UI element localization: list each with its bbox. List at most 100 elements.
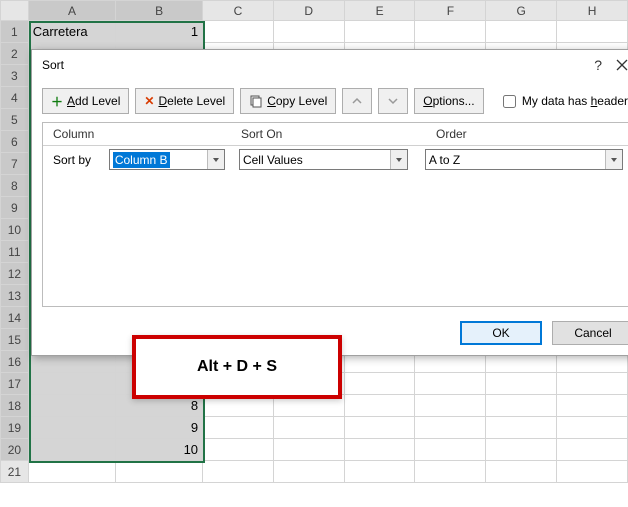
row-header-3[interactable]: 3 [1, 65, 29, 87]
cancel-button[interactable]: Cancel [552, 321, 628, 345]
plus-icon: ＋ [51, 93, 63, 110]
sort-grid-frame: Column Sort On Order Sort by Column B Ce… [42, 122, 628, 307]
row-header-1[interactable]: 1 [1, 21, 29, 43]
cell-H18[interactable] [557, 395, 628, 417]
cell-F21[interactable] [415, 461, 486, 483]
sorton-combo[interactable]: Cell Values [239, 149, 408, 170]
cell-A17[interactable] [28, 373, 116, 395]
row-header-7[interactable]: 7 [1, 153, 29, 175]
ok-button[interactable]: OK [460, 321, 542, 345]
delete-level-label: Delete Level [158, 94, 225, 108]
select-all-corner[interactable] [1, 1, 29, 21]
chevron-down-icon [207, 150, 224, 169]
cell-E1[interactable] [344, 21, 415, 43]
cell-H21[interactable] [557, 461, 628, 483]
header-order: Order [436, 127, 623, 141]
sort-grid-body: Sort by Column B Cell Values A to Z [43, 146, 628, 306]
row-header-4[interactable]: 4 [1, 87, 29, 109]
cell-G18[interactable] [486, 395, 557, 417]
row-header-12[interactable]: 12 [1, 263, 29, 285]
row-header-6[interactable]: 6 [1, 131, 29, 153]
row-header-20[interactable]: 20 [1, 439, 29, 461]
col-header-E[interactable]: E [344, 1, 415, 21]
cell-E20[interactable] [344, 439, 415, 461]
cell-F1[interactable] [415, 21, 486, 43]
cell-A18[interactable] [28, 395, 116, 417]
cell-B20[interactable]: 10 [116, 439, 203, 461]
row-header-13[interactable]: 13 [1, 285, 29, 307]
cell-G1[interactable] [486, 21, 557, 43]
cell-F20[interactable] [415, 439, 486, 461]
col-header-A[interactable]: A [28, 1, 116, 21]
cell-A20[interactable] [28, 439, 116, 461]
cell-D21[interactable] [273, 461, 344, 483]
cell-A21[interactable] [28, 461, 116, 483]
column-combo-value: Column B [113, 152, 170, 168]
headers-checkbox-input[interactable] [503, 95, 516, 108]
cell-G17[interactable] [486, 373, 557, 395]
row-header-2[interactable]: 2 [1, 43, 29, 65]
cell-G20[interactable] [486, 439, 557, 461]
row-header-8[interactable]: 8 [1, 175, 29, 197]
cell-E19[interactable] [344, 417, 415, 439]
options-button[interactable]: Options... [414, 88, 483, 114]
move-down-button[interactable] [378, 88, 408, 114]
cell-H17[interactable] [557, 373, 628, 395]
row-header-15[interactable]: 15 [1, 329, 29, 351]
row-header-14[interactable]: 14 [1, 307, 29, 329]
row-header-5[interactable]: 5 [1, 109, 29, 131]
row-header-21[interactable]: 21 [1, 461, 29, 483]
col-header-G[interactable]: G [486, 1, 557, 21]
col-header-B[interactable]: B [116, 1, 203, 21]
cell-B19[interactable]: 9 [116, 417, 203, 439]
cell-A19[interactable] [28, 417, 116, 439]
chevron-up-icon [352, 96, 362, 106]
cell-E17[interactable] [344, 373, 415, 395]
cell-F17[interactable] [415, 373, 486, 395]
cell-B1[interactable]: 1 [116, 21, 203, 43]
dialog-titlebar: Sort ? [32, 50, 628, 80]
cell-A1[interactable]: Carretera [28, 21, 116, 43]
col-header-F[interactable]: F [415, 1, 486, 21]
row-header-18[interactable]: 18 [1, 395, 29, 417]
cell-G21[interactable] [486, 461, 557, 483]
move-up-button[interactable] [342, 88, 372, 114]
row-header-17[interactable]: 17 [1, 373, 29, 395]
sort-dialog: Sort ? ＋ Add Level ✕ Delete Level Copy L… [31, 49, 628, 356]
add-level-button[interactable]: ＋ Add Level [42, 88, 129, 114]
cell-E21[interactable] [344, 461, 415, 483]
cell-F19[interactable] [415, 417, 486, 439]
delete-level-button[interactable]: ✕ Delete Level [135, 88, 234, 114]
row-header-19[interactable]: 19 [1, 417, 29, 439]
close-icon[interactable] [616, 59, 628, 71]
cell-B21[interactable] [116, 461, 203, 483]
col-header-C[interactable]: C [203, 1, 274, 21]
cell-F18[interactable] [415, 395, 486, 417]
cell-C20[interactable] [203, 439, 274, 461]
cell-C19[interactable] [203, 417, 274, 439]
help-icon[interactable]: ? [594, 57, 602, 73]
col-header-D[interactable]: D [273, 1, 344, 21]
column-combo[interactable]: Column B [109, 149, 225, 170]
copy-level-button[interactable]: Copy Level [240, 88, 336, 114]
shortcut-callout: Alt + D + S [132, 335, 342, 399]
x-icon: ✕ [144, 94, 154, 108]
cell-C21[interactable] [203, 461, 274, 483]
row-header-9[interactable]: 9 [1, 197, 29, 219]
col-header-H[interactable]: H [557, 1, 628, 21]
cell-C1[interactable] [203, 21, 274, 43]
chevron-down-icon [390, 150, 407, 169]
row-header-10[interactable]: 10 [1, 219, 29, 241]
row-header-16[interactable]: 16 [1, 351, 29, 373]
cell-H20[interactable] [557, 439, 628, 461]
order-combo[interactable]: A to Z [425, 149, 623, 170]
row-header-11[interactable]: 11 [1, 241, 29, 263]
cell-G19[interactable] [486, 417, 557, 439]
cell-D1[interactable] [273, 21, 344, 43]
cell-H19[interactable] [557, 417, 628, 439]
cell-H1[interactable] [557, 21, 628, 43]
headers-checkbox[interactable]: My data has headers [503, 94, 628, 108]
cell-E18[interactable] [344, 395, 415, 417]
cell-D20[interactable] [273, 439, 344, 461]
cell-D19[interactable] [273, 417, 344, 439]
